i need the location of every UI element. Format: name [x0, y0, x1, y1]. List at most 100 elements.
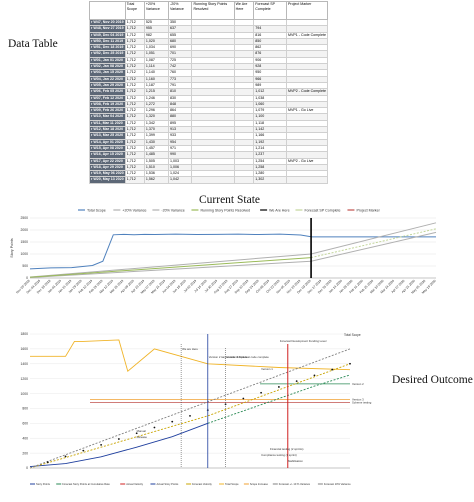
y-axis-label: Story Points: [10, 238, 14, 258]
forecast-point: [189, 414, 191, 417]
y-tick-label: 500: [22, 264, 28, 268]
series-line: [29, 233, 312, 270]
table-cell: [191, 81, 235, 90]
table-header-cell: -20% Variance: [167, 1, 193, 20]
table-cell: MVP2 - Go Live: [286, 157, 328, 165]
table-row: r W08, Feb 19 2020 1,712 1,272 848 1,060: [89, 100, 328, 109]
table-cell: 880: [167, 113, 193, 121]
legend-label: Forecast Story Points at Cumulative Rate: [62, 482, 110, 486]
data-table: Total Scope +20% Variance -20% Variance Run…: [89, 1, 328, 184]
forecast-point: [171, 420, 174, 423]
chart-annotation: Stabilisation: [288, 459, 304, 463]
legend-label: Forecast Velocity: [192, 482, 212, 486]
forecast-point: [242, 397, 245, 400]
table-header-cell: We Are Here: [233, 1, 255, 20]
table-cell: [191, 107, 235, 115]
chart-annotation: Version 3: [352, 398, 364, 402]
table-cell: [286, 75, 328, 83]
table-cell: 810: [167, 88, 193, 96]
chart-annotation: Forecast Development Funding Level: [280, 339, 327, 343]
week-label-cell: r W51, Dec 18 2019: [89, 44, 126, 52]
chart-annotation: We are Here: [182, 347, 198, 351]
table-row: r W06, Feb 05 2020 1,712 1,215 810 1,012 MVP2…: [89, 88, 328, 96]
current-state-heading: Current State: [199, 194, 260, 206]
week-label-cell: r W49, Dec 04 2019: [89, 31, 126, 39]
table-cell: 864: [167, 107, 193, 115]
y-tick-label: 2500: [20, 216, 28, 220]
table-cell: 1,712: [124, 176, 145, 184]
table-cell: [191, 94, 235, 102]
legend-label: Forecast +/- 10 % Variance: [279, 482, 311, 486]
table-cell: [286, 69, 328, 77]
table-cell: 1,712: [124, 37, 145, 46]
y-tick-label: 0: [26, 466, 28, 470]
week-label-cell: r W03, Jan 15 2020: [89, 69, 126, 77]
forecast-point: [46, 461, 49, 464]
table-cell: 1,712: [124, 132, 145, 140]
legend-label: Total Scope: [87, 209, 106, 213]
table-row: r W02, Jan 08 2020 1,712 1,114 742 928: [89, 63, 328, 71]
week-label-cell: r W02, Jan 08 2020: [89, 63, 126, 71]
table-cell: [286, 25, 328, 33]
desired-outcome-heading: Desired Outcome: [392, 374, 473, 386]
table-row: r W48, Nov 27 2019 1,712 955 637 794: [89, 25, 328, 33]
table-cell: 791: [167, 81, 193, 90]
table-row: r W07, Feb 12 2020 1,712 1,246 830 1,038: [89, 94, 328, 102]
table-cell: 1,712: [124, 50, 145, 58]
week-label-cell: r W19, May 06 2020: [89, 170, 126, 178]
table-cell: [191, 75, 235, 83]
series-line: [29, 348, 351, 469]
series-line: [310, 228, 437, 259]
current-state-chart: Total Scope +20% Variance -20% Variance Run…: [8, 206, 440, 324]
table-cell: [286, 119, 328, 128]
table-cell: [191, 18, 235, 27]
y-tick-label: 2000: [20, 228, 28, 232]
table-cell: 742: [167, 63, 193, 71]
series-line: [29, 257, 312, 278]
table-cell: 1,712: [124, 163, 145, 172]
forecast-point: [260, 391, 263, 394]
forecast-point: [117, 438, 120, 440]
table-cell: [191, 100, 235, 109]
total-scope-annotation: Total Scope: [344, 333, 361, 337]
table-cell: 1,712: [124, 157, 145, 165]
table-cell: 1,562: [143, 176, 170, 184]
week-label-cell: r W16, Apr 15 2020: [89, 151, 126, 159]
y-tick-label: 200: [22, 451, 28, 455]
week-label-cell: r W50, Dec 11 2019: [89, 37, 126, 46]
table-cell: 1,712: [124, 69, 145, 77]
table-row: r W04, Jan 22 2020 1,712 1,160 773 966: [89, 75, 328, 83]
chart-annotation: Scheme testing (1 sprints): [352, 400, 372, 404]
y-tick-label: 400: [22, 436, 28, 440]
chart-annotation: Version 1: [261, 367, 273, 371]
table-row: r W47, Nov 20 2019 1,712 525 350: [89, 18, 328, 27]
week-label-cell: r W20, May 13 2020: [89, 176, 126, 184]
week-label-cell: r W48, Nov 27 2019: [89, 25, 126, 33]
table-cell: 1,712: [124, 25, 145, 33]
legend-label: Story Points: [36, 482, 51, 486]
table-row: r W11, Mar 11 2020 1,712 1,342 895 1,118: [89, 119, 328, 128]
table-row: r W10, Mar 04 2020 1,712 1,320 880 1,100: [89, 113, 328, 121]
table-cell: 1,712: [124, 119, 145, 128]
table-body: r W47, Nov 20 2019 1,712 525 350 r W48, Nov …: [89, 18, 328, 184]
y-tick-label: 1000: [20, 392, 28, 396]
chart-annotation: Financial testing (2 sprints): [270, 447, 303, 451]
table-cell: 1,712: [124, 81, 145, 90]
table-header-cell: Forecast SP Complete: [253, 1, 288, 20]
week-label-cell: r W18, Apr 29 2020: [89, 163, 126, 172]
table-cell: [191, 176, 235, 184]
table-cell: 637: [167, 25, 193, 33]
y-tick-label: 1200: [20, 377, 28, 381]
week-label-cell: r W08, Feb 19 2020: [89, 100, 126, 109]
desired-outcome-chart-svg: 0 200 400 600 800 1000 1200 1400 1600 1800 Total S…: [20, 332, 384, 486]
legend-label: Actual Story Points: [156, 482, 179, 486]
table-cell: [286, 18, 328, 27]
table-cell: 1,712: [124, 151, 145, 159]
table-cell: 895: [167, 119, 193, 128]
table-row: r W20, May 13 2020 1,712 1,562 1,042 1,302: [89, 176, 328, 184]
table-cell: [191, 63, 235, 71]
table-cell: [191, 113, 235, 121]
table-cell: 1,712: [124, 44, 145, 52]
legend-label: Actual Velocity: [126, 482, 144, 486]
week-label-cell: r W06, Feb 05 2020: [89, 88, 126, 96]
